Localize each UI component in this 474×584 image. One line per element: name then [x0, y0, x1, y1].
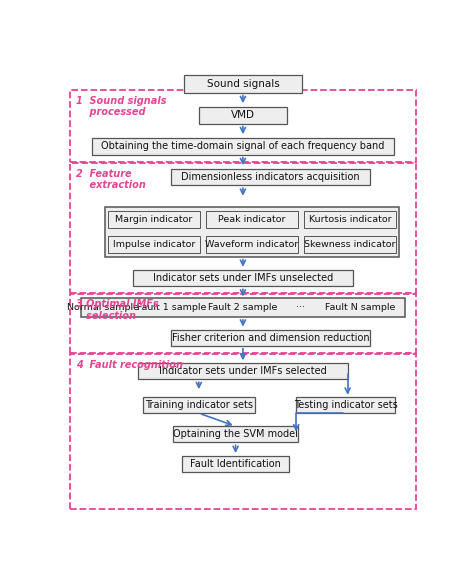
Text: Waveform indicator: Waveform indicator [206, 240, 299, 249]
Text: Indicator sets under IMFs unselected: Indicator sets under IMFs unselected [153, 273, 333, 283]
FancyBboxPatch shape [296, 397, 395, 413]
Text: Obtaining the time-domain signal of each frequency band: Obtaining the time-domain signal of each… [101, 141, 384, 151]
FancyBboxPatch shape [109, 211, 200, 228]
Text: 2  Feature
    extraction: 2 Feature extraction [76, 169, 146, 190]
FancyBboxPatch shape [143, 397, 255, 413]
Text: Optaining the SVM model: Optaining the SVM model [173, 429, 298, 439]
Text: ···: ··· [296, 303, 305, 312]
Text: Kurtosis indicator: Kurtosis indicator [309, 215, 392, 224]
FancyBboxPatch shape [207, 235, 298, 253]
FancyBboxPatch shape [105, 207, 399, 257]
Text: 4  Fault recognition: 4 Fault recognition [76, 360, 183, 370]
Text: Fault Identification: Fault Identification [190, 459, 281, 469]
FancyBboxPatch shape [199, 106, 287, 124]
Text: 3 Optimal IMFs
   selection: 3 Optimal IMFs selection [76, 299, 158, 321]
Text: Peak indicator: Peak indicator [219, 215, 286, 224]
Text: Indicator sets under IMFs selected: Indicator sets under IMFs selected [159, 366, 327, 376]
Text: Fisher criterion and dimension reduction: Fisher criterion and dimension reduction [172, 333, 369, 343]
Text: Fault 1 sample: Fault 1 sample [137, 303, 206, 312]
Text: Sound signals: Sound signals [207, 79, 279, 89]
Text: Normal sample: Normal sample [67, 303, 139, 312]
FancyBboxPatch shape [138, 363, 347, 380]
FancyBboxPatch shape [173, 426, 298, 443]
Text: Margin indicator: Margin indicator [116, 215, 193, 224]
Text: VMD: VMD [231, 110, 255, 120]
FancyBboxPatch shape [304, 211, 396, 228]
Text: 1  Sound signals
    processed: 1 Sound signals processed [76, 96, 166, 117]
Text: Testing indicator sets: Testing indicator sets [294, 400, 398, 410]
FancyBboxPatch shape [207, 211, 298, 228]
Text: Fault 2 sample: Fault 2 sample [208, 303, 277, 312]
Text: Impulse indicator: Impulse indicator [113, 240, 195, 249]
Text: Fault N sample: Fault N sample [325, 303, 395, 312]
FancyBboxPatch shape [184, 75, 301, 93]
FancyBboxPatch shape [171, 329, 370, 346]
FancyBboxPatch shape [82, 298, 405, 317]
Text: Skewness indicator: Skewness indicator [304, 240, 396, 249]
FancyBboxPatch shape [182, 456, 289, 472]
Text: Dimensionless indicators acquisition: Dimensionless indicators acquisition [181, 172, 360, 182]
FancyBboxPatch shape [304, 235, 396, 253]
FancyBboxPatch shape [92, 138, 393, 155]
FancyBboxPatch shape [133, 270, 353, 286]
Text: Training indicator sets: Training indicator sets [145, 400, 253, 410]
FancyBboxPatch shape [171, 169, 370, 185]
FancyBboxPatch shape [109, 235, 200, 253]
